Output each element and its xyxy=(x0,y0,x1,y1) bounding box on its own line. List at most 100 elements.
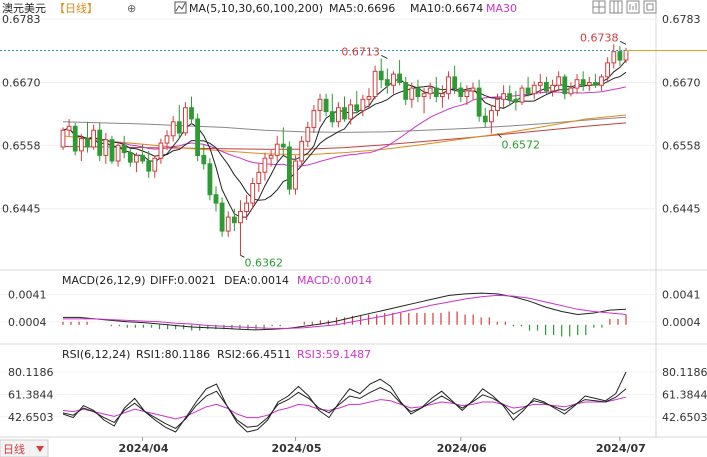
chart-type-icon[interactable] xyxy=(626,0,640,14)
candle-up xyxy=(409,87,415,100)
candle-down xyxy=(287,146,292,190)
period-label[interactable]: 【日线】 xyxy=(54,1,98,15)
layout-icon[interactable] xyxy=(609,0,623,14)
price-grid xyxy=(0,18,656,210)
rsi-plot xyxy=(0,371,656,433)
rsi-tick-left: 42.6503 xyxy=(8,411,54,424)
candle-down xyxy=(433,87,439,97)
candle-up xyxy=(611,51,617,64)
price-tick-right: 0.6558 xyxy=(662,139,701,152)
candle-up xyxy=(586,82,592,86)
annotation-label: 0.6572 xyxy=(501,139,540,152)
rsi3-value: RSI3:59.1487 xyxy=(297,348,371,361)
candle-up xyxy=(134,154,139,163)
price-tick-left: 0.6445 xyxy=(2,203,41,216)
grid-icon[interactable] xyxy=(592,0,606,14)
candle-up xyxy=(391,73,396,86)
candle-up xyxy=(152,157,158,172)
candle-up xyxy=(599,76,604,86)
price-tick-left: 0.6783 xyxy=(2,13,41,26)
candle-up xyxy=(244,202,249,213)
candle-down xyxy=(329,111,335,123)
candle-up xyxy=(91,129,96,148)
candle-down xyxy=(72,125,78,152)
price-tick-right: 0.6783 xyxy=(662,13,701,26)
candle-up xyxy=(317,98,323,112)
ma100-line xyxy=(62,116,627,133)
ma60-line xyxy=(62,114,627,156)
candle-up xyxy=(556,76,562,86)
target-icon[interactable]: ⊕ xyxy=(127,2,136,15)
rsi-tick-right: 80.1186 xyxy=(662,366,707,379)
candle-down xyxy=(127,152,133,163)
candle-down xyxy=(219,202,225,232)
candle-up xyxy=(464,90,470,98)
candle-up xyxy=(268,154,274,159)
macd-dea-line xyxy=(63,294,627,329)
toolbar-icons xyxy=(592,0,657,14)
macd-tick-left: 0.0041 xyxy=(8,289,47,302)
candle-up xyxy=(574,79,580,89)
ma-settings-icon[interactable] xyxy=(174,1,187,14)
candle-up xyxy=(550,84,556,92)
candle-down xyxy=(140,154,145,162)
candle-down xyxy=(85,138,90,148)
candle-down xyxy=(189,107,194,120)
candle-up xyxy=(103,139,109,156)
candle-up xyxy=(495,98,500,112)
macd-diff-line xyxy=(63,292,627,331)
rsi1-line xyxy=(62,371,627,433)
candle-down xyxy=(146,160,152,172)
candle-up xyxy=(305,126,311,142)
ma200-line xyxy=(62,122,627,150)
candle-up xyxy=(446,76,451,95)
symbol-title: 澳元美元 xyxy=(2,2,46,15)
candle-up xyxy=(568,87,574,95)
candle-up xyxy=(115,144,121,162)
candle-down xyxy=(384,79,390,86)
price-annotations: 0.6713 0.6738 0.6572 0.6362 xyxy=(0,31,707,269)
period-switch-button[interactable]: 日线 xyxy=(0,439,49,457)
candle-up xyxy=(537,82,543,86)
annotation-pointer xyxy=(381,54,388,59)
candle-down xyxy=(342,107,347,120)
maximize-icon[interactable] xyxy=(643,0,657,14)
period-switch-label: 日线 xyxy=(3,442,25,456)
candle-down xyxy=(482,115,488,123)
rsi-tick-right: 61.3844 xyxy=(662,388,707,401)
candle-up xyxy=(372,70,378,98)
candle-up xyxy=(421,93,427,97)
candle-down xyxy=(458,87,464,97)
macd-tick-right: 0.0004 xyxy=(662,316,701,329)
candle-down xyxy=(403,82,409,100)
annotation-pointer xyxy=(240,254,245,258)
pane-borders xyxy=(0,0,707,438)
candle-down xyxy=(195,118,200,156)
candle-down xyxy=(593,82,598,86)
candle-up xyxy=(158,142,164,159)
candle-up xyxy=(336,107,341,123)
price-tick-left: 0.6670 xyxy=(2,77,41,90)
price-tick-right: 0.6445 xyxy=(662,203,701,216)
rsi-tick-left: 80.1186 xyxy=(8,366,54,379)
macd-params: MACD(26,12,9) xyxy=(62,274,146,287)
annotation-low-label: 0.6362 xyxy=(244,256,283,269)
candle-up xyxy=(519,87,525,103)
ma-params: MA(5,10,30,60,100,200) xyxy=(189,2,323,15)
candle-down xyxy=(378,70,384,81)
candle-down xyxy=(97,129,103,156)
candle-up xyxy=(299,140,305,162)
annotation-high-label: 0.6713 xyxy=(341,45,380,58)
candle-up xyxy=(256,171,262,185)
candle-up xyxy=(293,160,298,190)
annotation-pointer xyxy=(619,40,627,45)
candle-down xyxy=(176,121,182,134)
rsi-header: RSI(6,12,24) RSI1:80.1186 RSI2:66.4511 R… xyxy=(62,348,371,361)
ma5-value: MA5:0.6696 xyxy=(329,2,395,15)
candle-down xyxy=(109,139,115,162)
macd-plot xyxy=(0,292,656,337)
date-axis: 2024/04 2024/05 2024/06 2024/07 xyxy=(119,437,646,455)
candle-up xyxy=(605,62,611,78)
price-axis: 0.6783 0.6783 0.6670 0.6670 0.6558 0.6558 0.64… xyxy=(2,13,701,216)
candle-up xyxy=(225,216,231,232)
